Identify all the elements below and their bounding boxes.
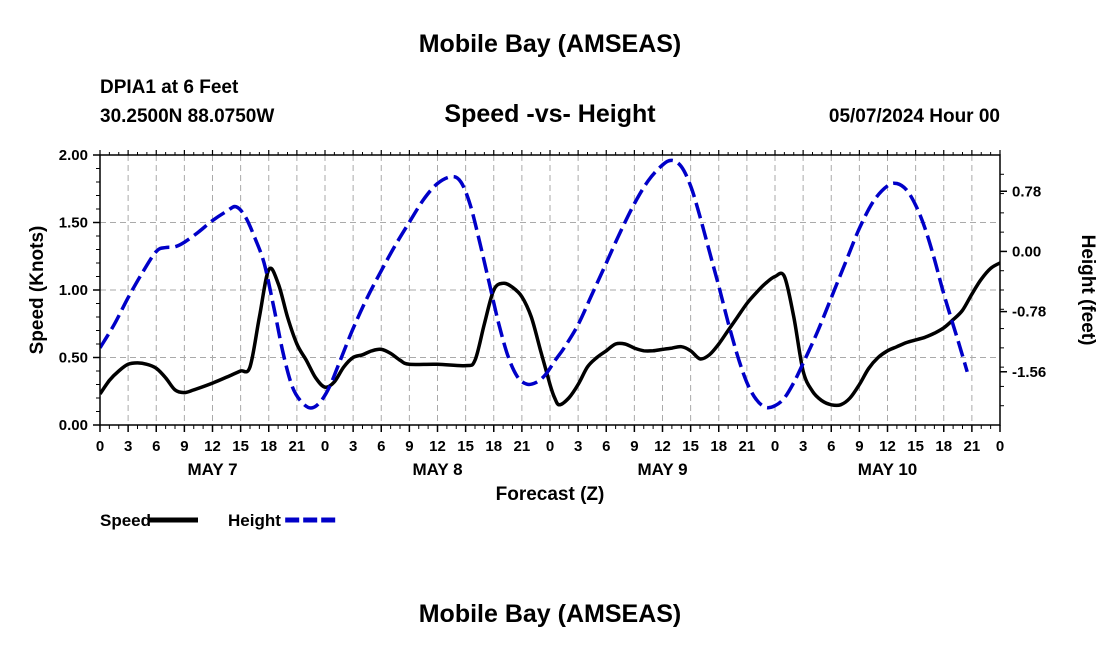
y-right-tick-label: 0.78 (1012, 183, 1041, 200)
series-layer (100, 158, 1000, 410)
y-right-tick-label: -1.56 (1012, 364, 1046, 381)
x-tick-label: 0 (996, 438, 1004, 455)
x-tick-label: 0 (771, 438, 779, 455)
grid-layer (100, 155, 1000, 425)
x-tick-label: 18 (260, 438, 277, 455)
y-left-tick-label: 0.00 (59, 417, 88, 434)
x-tick-label: 0 (321, 438, 329, 455)
x-tick-label: 18 (485, 438, 502, 455)
chart-subtitle: Speed -vs- Height (444, 100, 656, 128)
height-series-line (100, 158, 969, 410)
y-right-tick-label: -0.78 (1012, 304, 1046, 321)
x-tick-label: 0 (96, 438, 104, 455)
y-left-tick-label: 1.50 (59, 215, 88, 232)
x-tick-label: 21 (964, 438, 981, 455)
x-tick-label: 6 (602, 438, 610, 455)
x-tick-label: 6 (152, 438, 160, 455)
y-left-tick-label: 0.50 (59, 350, 88, 367)
day-label: MAY 10 (858, 460, 918, 479)
y-left-axis-title: Speed (Knots) (27, 226, 48, 355)
day-label: MAY 7 (187, 460, 237, 479)
footer-title: Mobile Bay (AMSEAS) (418, 600, 682, 628)
x-tick-label: 3 (124, 438, 132, 455)
forecast-datetime: 05/07/2024 Hour 00 (828, 106, 1000, 127)
x-tick-label: 3 (349, 438, 357, 455)
speed-series-line (100, 261, 1000, 408)
station-coordinates: 30.2500N 88.0750W (100, 106, 275, 127)
y-left-tick-label: 2.00 (59, 147, 88, 164)
x-tick-label: 9 (405, 438, 413, 455)
x-tick-label: 21 (289, 438, 306, 455)
x-tick-label: 15 (457, 438, 474, 455)
day-label: MAY 9 (637, 460, 687, 479)
x-axis-title: Forecast (Z) (496, 484, 605, 505)
y-left-tick-label: 1.00 (59, 282, 88, 299)
x-tick-label: 21 (739, 438, 756, 455)
legend-label-height: Height (228, 511, 281, 530)
x-tick-label: 12 (204, 438, 221, 455)
main-title: Mobile Bay (AMSEAS) (418, 30, 682, 58)
x-tick-label: 15 (682, 438, 699, 455)
x-tick-label: 12 (654, 438, 671, 455)
station-label: DPIA1 at 6 Feet (100, 77, 239, 98)
x-tick-label: 6 (827, 438, 835, 455)
y-right-axis-title: Height (feet) (1077, 235, 1098, 346)
x-tick-label: 3 (799, 438, 807, 455)
axis-layer: 0 3 6 9 12 15 18 21 0 3 6 9 12 15 18 21 0 3 6 9 12 15 18 21 0 3 6 9… (27, 147, 1098, 505)
day-label: MAY 8 (412, 460, 462, 479)
x-tick-label: 6 (377, 438, 385, 455)
x-tick-label: 18 (710, 438, 727, 455)
x-tick-label: 3 (574, 438, 582, 455)
legend-label-speed: Speed (100, 511, 151, 530)
y-right-tick-label: 0.00 (1012, 243, 1041, 260)
x-tick-label: 18 (935, 438, 952, 455)
legend: Speed Height (100, 511, 336, 530)
x-tick-label: 12 (429, 438, 446, 455)
x-tick-label: 9 (630, 438, 638, 455)
x-tick-label: 9 (855, 438, 863, 455)
x-tick-label: 9 (180, 438, 188, 455)
x-tick-label: 0 (546, 438, 554, 455)
x-tick-label: 15 (232, 438, 249, 455)
x-tick-label: 15 (907, 438, 924, 455)
x-tick-label: 12 (879, 438, 896, 455)
x-tick-label: 21 (514, 438, 531, 455)
